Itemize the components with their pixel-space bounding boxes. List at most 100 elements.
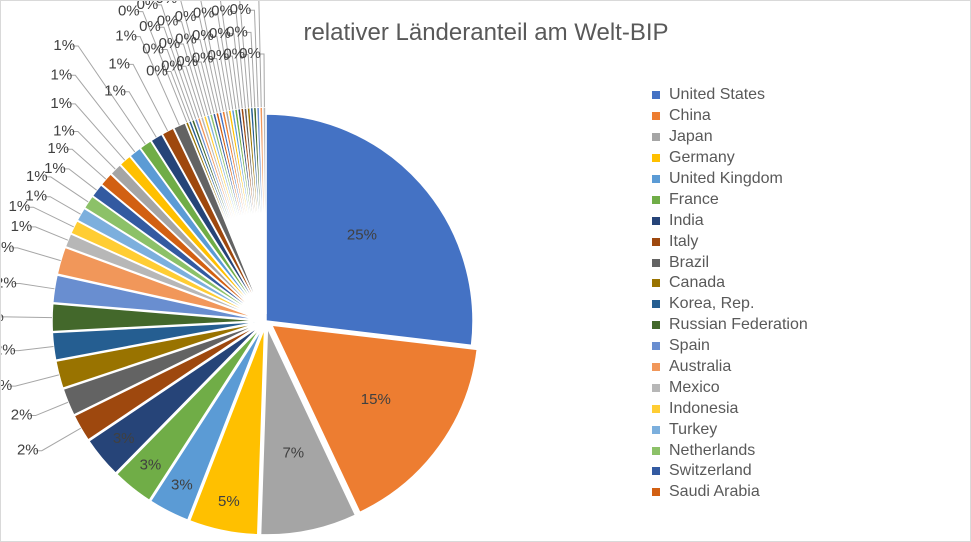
pie-slice-china	[270, 324, 479, 514]
data-label: 5%	[218, 493, 240, 510]
legend-swatch	[652, 112, 660, 121]
legend-item: Netherlands	[652, 440, 952, 461]
data-label: 15%	[361, 391, 391, 408]
pie-slice-india	[87, 324, 262, 475]
leader-line	[44, 196, 81, 215]
data-label: 0%	[175, 1, 197, 3]
legend-swatch	[652, 467, 660, 476]
pie-slice-russian-federation	[51, 302, 260, 333]
data-label: 0%	[118, 3, 140, 20]
leader-line	[226, 55, 240, 109]
data-label: 2%	[17, 442, 39, 459]
data-label: 3%	[113, 430, 135, 447]
data-label: 1%	[44, 160, 66, 177]
legend-item: Australia	[652, 357, 952, 378]
data-label: 0%	[175, 8, 197, 25]
data-label: 1%	[50, 66, 72, 83]
legend-swatch	[652, 425, 660, 434]
legend-label: Saudi Arabia	[669, 483, 760, 501]
pie-slice-japan	[259, 327, 357, 536]
data-label: 1%	[26, 168, 48, 185]
data-label: 1%	[47, 140, 69, 157]
leader-line	[177, 43, 206, 117]
legend-swatch	[652, 300, 660, 309]
leader-line	[194, 39, 218, 113]
leader-line	[12, 345, 54, 352]
legend-item: France	[652, 189, 952, 210]
legend-item: Japan	[652, 127, 952, 148]
leader-line	[210, 58, 227, 111]
data-label: 0%	[239, 45, 261, 62]
legend-label: Korea, Rep.	[669, 295, 755, 313]
legend-label: United Kingdom	[669, 170, 783, 187]
leader-line	[62, 168, 97, 191]
legend-swatch	[652, 383, 660, 392]
legend-swatch	[652, 342, 660, 351]
legend-swatch	[652, 133, 660, 142]
data-label: 0%	[159, 35, 181, 52]
leader-line	[13, 283, 55, 290]
leader-line	[27, 206, 74, 228]
legend-label: Spain	[669, 337, 710, 355]
leader-line	[134, 36, 180, 126]
legend-item: Brazil	[652, 252, 952, 273]
legend-item: China	[652, 106, 952, 127]
leader-line	[175, 21, 209, 116]
data-label: 0%	[230, 1, 252, 18]
data-label: 2%	[1, 377, 12, 394]
data-label: 1%	[104, 83, 126, 100]
data-label: 2%	[1, 342, 16, 359]
legend-swatch	[652, 237, 660, 246]
leader-line	[35, 427, 82, 452]
legend-label: Switzerland	[669, 462, 752, 480]
legend-swatch	[652, 321, 660, 330]
leader-line	[11, 247, 61, 262]
data-label: 0%	[156, 1, 178, 7]
legend-item: Mexico	[652, 377, 952, 398]
data-label: 1%	[115, 28, 137, 45]
data-label: 1%	[53, 37, 75, 54]
data-label: 0%	[192, 50, 214, 67]
leader-line	[258, 53, 265, 108]
leader-line	[72, 45, 146, 145]
legend-item: India	[652, 210, 952, 231]
legend-swatch	[652, 195, 660, 204]
leader-line	[239, 1, 250, 108]
leader-line	[161, 48, 194, 121]
legend-item: Turkey	[652, 419, 952, 440]
data-label: 0%	[139, 18, 161, 35]
legend-swatch	[652, 279, 660, 288]
data-label: 1%	[53, 122, 75, 139]
pie-slice-korea-rep-	[51, 321, 260, 362]
legend-label: China	[669, 107, 711, 125]
leader-line	[230, 10, 246, 109]
legend-label: Indonesia	[669, 399, 739, 417]
data-label: 1%	[11, 218, 33, 235]
legend-swatch	[652, 175, 660, 183]
legend-label: Netherlands	[669, 441, 756, 459]
leader-line	[180, 1, 212, 115]
leader-line	[193, 16, 221, 113]
chart-title: relativer Länderanteil am Welt-BIP	[303, 19, 669, 46]
legend-label: Mexico	[669, 378, 720, 396]
legend-label: Italy	[669, 232, 699, 250]
data-label: 0%	[209, 25, 231, 42]
leader-line	[9, 374, 60, 387]
legend-label: India	[669, 211, 704, 229]
legend-item: United States	[652, 85, 952, 106]
data-label: 0%	[208, 47, 230, 64]
data-label: 0%	[142, 40, 164, 57]
leader-line	[127, 63, 169, 132]
legend-label: Turkey	[669, 420, 718, 438]
pie-slice-brazil	[62, 322, 260, 416]
legend-item: United Kingdom	[652, 169, 952, 190]
legend-item: Italy	[652, 231, 952, 252]
legend-swatch	[652, 488, 660, 497]
legend-label: Germany	[669, 149, 735, 167]
legend-label: Canada	[669, 274, 726, 292]
leader-line	[123, 91, 157, 138]
data-label: 0%	[175, 31, 197, 48]
leader-line	[71, 130, 116, 170]
